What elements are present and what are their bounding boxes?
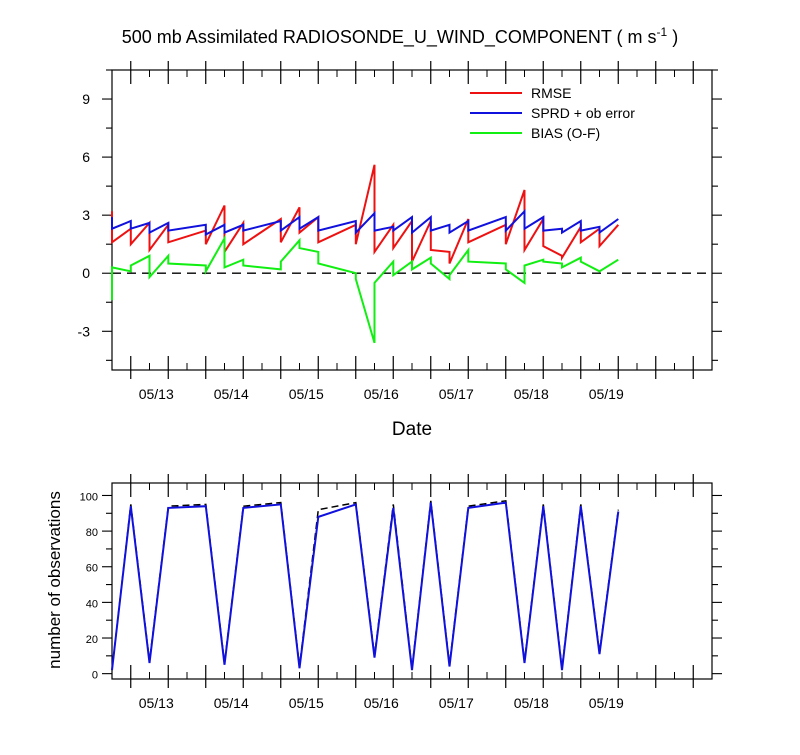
y-axis-label: number of observations <box>45 491 64 669</box>
y-tick-label: 9 <box>82 91 90 107</box>
bottom-x-tick-labels: 05/13 05/14 05/15 05/16 05/17 05/18 05/19 <box>139 695 624 711</box>
series-line-count_used <box>111 501 620 671</box>
x-tick-label: 05/17 <box>439 695 474 711</box>
chart-title-end: ) <box>667 27 678 47</box>
x-tick-label: 05/18 <box>514 695 549 711</box>
series-line-sprd <box>111 208 619 237</box>
legend-label-bias: BIAS (O-F) <box>531 125 600 141</box>
x-tick-label: 05/13 <box>139 695 174 711</box>
y-tick-label: 20 <box>86 634 98 646</box>
x-tick-label: 05/14 <box>214 695 249 711</box>
x-tick-label: 05/19 <box>589 695 624 711</box>
top-series-group <box>111 164 620 344</box>
top-y-tick-labels: 9 6 3 0 -3 <box>78 91 91 339</box>
legend: RMSE SPRD + ob error BIAS (O-F) <box>470 85 635 141</box>
bottom-axis-ticks <box>102 474 722 688</box>
bottom-series-group <box>111 499 620 671</box>
chart-title: 500 mb Assimilated RADIOSONDE_U_WIND_COM… <box>122 25 678 48</box>
y-tick-label: -3 <box>78 323 91 339</box>
y-tick-label: 80 <box>86 527 98 539</box>
y-tick-label: 0 <box>92 670 98 682</box>
y-tick-label: 3 <box>82 207 90 223</box>
x-tick-label: 05/19 <box>589 386 624 402</box>
x-tick-label: 05/14 <box>214 386 249 402</box>
x-tick-label: 05/16 <box>364 695 399 711</box>
x-tick-label: 05/18 <box>514 386 549 402</box>
bottom-plot-frame <box>111 482 713 680</box>
x-tick-label: 05/15 <box>289 386 324 402</box>
series-line-bias <box>111 234 619 344</box>
y-tick-label: 100 <box>80 491 98 503</box>
chart-title-main: 500 mb Assimilated RADIOSONDE_U_WIND_COM… <box>122 27 657 48</box>
legend-label-sprd: SPRD + ob error <box>531 105 635 121</box>
legend-label-rmse: RMSE <box>531 85 571 101</box>
series-line-rmse <box>111 164 620 264</box>
x-tick-label: 05/15 <box>289 695 324 711</box>
y-tick-label: 60 <box>86 563 98 575</box>
x-tick-label: 05/16 <box>364 386 399 402</box>
top-x-tick-labels: 05/13 05/14 05/15 05/16 05/17 05/18 05/19 <box>139 386 624 402</box>
top-axis-ticks <box>102 61 722 379</box>
chart-title-superscript: -1 <box>657 25 668 39</box>
y-tick-label: 0 <box>82 265 90 281</box>
x-tick-label: 05/13 <box>139 386 174 402</box>
x-tick-label: 05/17 <box>439 386 474 402</box>
y-tick-label: 40 <box>86 598 98 610</box>
x-axis-label: Date <box>392 419 432 440</box>
bottom-y-tick-labels: 0 20 40 60 80 100 <box>80 491 98 681</box>
y-tick-label: 6 <box>82 149 90 165</box>
